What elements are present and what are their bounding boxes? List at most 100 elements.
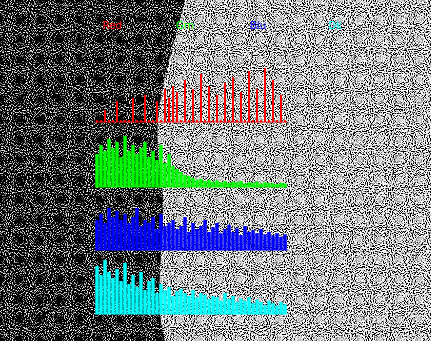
bar — [203, 181, 206, 187]
bar — [272, 80, 274, 122]
bar — [207, 180, 210, 187]
bar — [227, 183, 230, 187]
bar — [103, 223, 106, 250]
bar — [115, 211, 118, 250]
bar — [103, 151, 106, 187]
bar — [263, 234, 266, 250]
bar — [131, 275, 134, 314]
bar — [163, 290, 166, 314]
bar — [135, 208, 138, 250]
bar — [168, 98, 170, 122]
bar — [219, 301, 222, 314]
bar — [151, 217, 154, 250]
bar — [263, 305, 266, 314]
bar — [187, 232, 190, 250]
bar — [163, 226, 166, 250]
bar — [175, 291, 178, 314]
bar — [183, 293, 186, 314]
bar — [195, 229, 198, 250]
bar — [243, 226, 246, 250]
bar — [267, 232, 270, 250]
bar — [243, 301, 246, 314]
bar — [143, 220, 146, 250]
bar — [123, 136, 126, 187]
bar — [235, 302, 238, 314]
bar — [151, 151, 154, 187]
bar — [195, 297, 198, 314]
bar — [232, 77, 234, 122]
bar — [116, 101, 118, 122]
baseline — [95, 314, 287, 315]
bar — [119, 220, 122, 250]
bar — [211, 182, 214, 187]
bar — [247, 297, 250, 314]
bar — [256, 89, 258, 122]
bar — [219, 182, 222, 187]
bar — [131, 217, 134, 250]
bar — [99, 214, 102, 250]
bar — [95, 154, 98, 187]
bar — [275, 233, 278, 250]
bar — [259, 183, 262, 187]
bar — [247, 232, 250, 250]
bar — [115, 142, 118, 187]
bar — [248, 71, 250, 122]
bar — [259, 229, 262, 250]
bar — [155, 293, 158, 314]
bar — [227, 299, 230, 314]
legend-label: Dk — [328, 20, 342, 31]
bar — [99, 145, 102, 187]
bar — [183, 175, 186, 187]
bar — [239, 235, 242, 250]
bar — [132, 98, 134, 122]
bar — [155, 160, 158, 187]
bar — [191, 290, 194, 314]
bar — [223, 229, 226, 250]
bar — [147, 281, 150, 314]
bar — [175, 229, 178, 250]
bar — [167, 287, 170, 314]
bar — [172, 86, 174, 122]
bar — [139, 272, 142, 314]
bar — [255, 300, 258, 314]
bar — [179, 289, 182, 314]
histogram-1 — [95, 136, 286, 187]
bar — [208, 86, 210, 122]
bar — [283, 234, 286, 250]
bar — [259, 302, 262, 314]
bar — [167, 223, 170, 250]
bar — [215, 180, 218, 187]
bar — [135, 287, 138, 314]
bar — [223, 293, 226, 314]
bar — [156, 101, 158, 122]
bar — [115, 269, 118, 314]
bar — [119, 281, 122, 314]
bar — [255, 233, 258, 250]
histogram-2 — [95, 208, 286, 250]
bar — [283, 183, 286, 187]
bar — [111, 278, 114, 314]
bar — [267, 301, 270, 314]
legend-label: Blu — [250, 20, 266, 31]
bar — [199, 179, 202, 187]
bar — [264, 68, 266, 122]
bar — [283, 304, 286, 314]
bar — [239, 298, 242, 314]
bar — [207, 232, 210, 250]
bar — [199, 226, 202, 250]
bar — [279, 302, 282, 314]
bar — [235, 182, 238, 187]
bar — [267, 183, 270, 187]
bar — [123, 214, 126, 250]
bar — [171, 220, 174, 250]
bar — [240, 92, 242, 122]
bar — [107, 139, 110, 187]
bar — [159, 214, 162, 250]
bar — [239, 181, 242, 187]
bar — [235, 228, 238, 250]
bar — [216, 95, 218, 122]
bar — [247, 182, 250, 187]
noise-light — [0, 0, 431, 341]
bar — [199, 293, 202, 314]
bar — [231, 182, 234, 187]
